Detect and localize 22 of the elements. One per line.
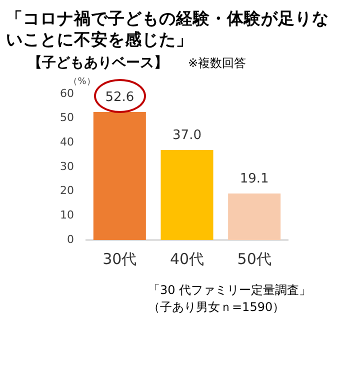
data-label: 19.1	[240, 171, 269, 186]
y-tick-label: 10	[60, 208, 74, 222]
y-tick-label: 20	[60, 184, 74, 198]
text: （子あり男女ｎ=1590）	[148, 299, 286, 316]
x-tick-label: 50代	[237, 250, 272, 268]
bar	[228, 194, 281, 240]
x-tick-label: 40代	[170, 250, 204, 268]
text: ※複数回答	[188, 55, 246, 72]
y-tick-label: 0	[66, 232, 74, 246]
chart-subtitle: 【子どもありベース】	[28, 54, 168, 72]
data-label: 52.6	[105, 90, 134, 105]
data-label: 37.0	[172, 128, 202, 143]
x-tick-label: 30代	[102, 250, 137, 268]
bar	[160, 150, 214, 240]
bar	[93, 112, 146, 240]
y-tick-label: 50	[60, 111, 74, 124]
y-tick-label: 40	[60, 136, 74, 149]
y-tick-label: 30	[60, 160, 74, 173]
chart-title: 「コロナ禍で子どもの経験・体験が足りないことに不安を感じた」	[6, 8, 330, 50]
y-axis-title: （%）	[68, 77, 96, 87]
text: 「30 代ファミリー定量調査」	[148, 282, 312, 299]
y-tick-label: 60	[60, 86, 74, 100]
